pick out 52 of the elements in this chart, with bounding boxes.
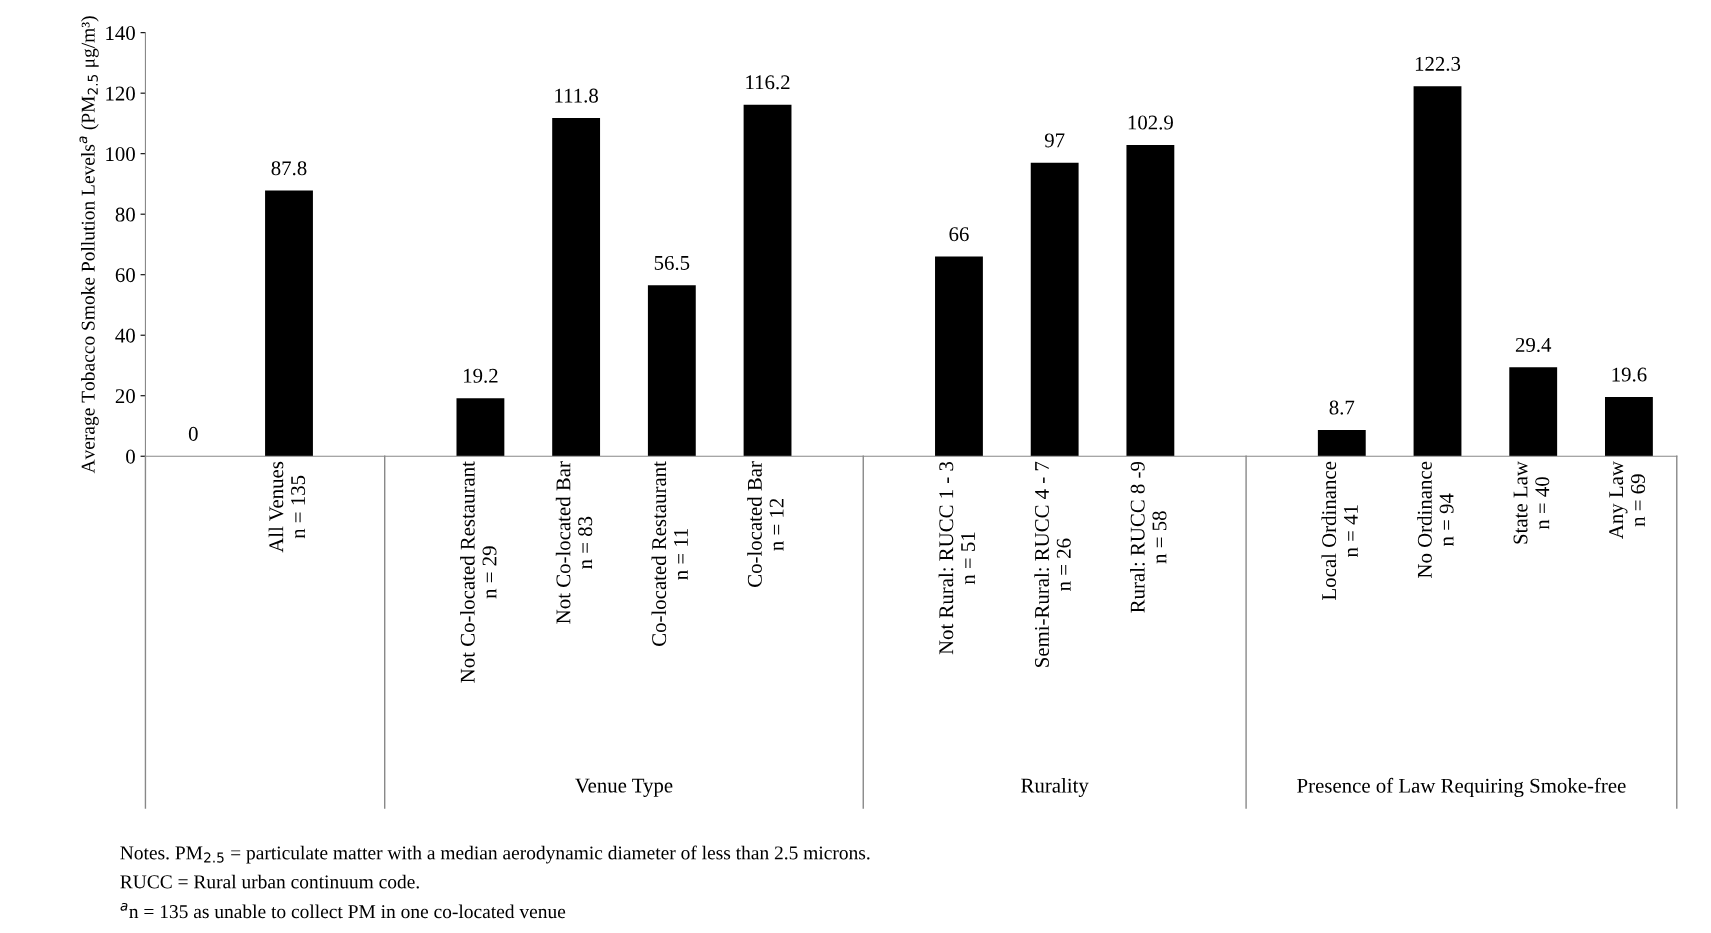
x-tick-label: Rural: RUCC 8 -9 n = 58 bbox=[1130, 461, 1167, 613]
data-label: 8.7 bbox=[1329, 400, 1355, 415]
bar bbox=[456, 398, 505, 457]
y-tick-label: 0 bbox=[126, 449, 135, 464]
text: Notes. PM$_{2.5}$ = particulate matter with a median aerodynamic diameter of less than 2.5 microns. bbox=[120, 845, 870, 864]
y-tick-label: 120 bbox=[106, 86, 135, 101]
text: Presence of Law Requiring Smoke-free bbox=[1297, 777, 1626, 798]
y-axis-title: Average Tobacco Smoke Pollution Levels$^{a}$ (PM$_{2.5}$ μg/m³) bbox=[79, 16, 99, 474]
x-tick-label: Co-located Bar n = 12 bbox=[747, 461, 784, 587]
data-label: 19.6 bbox=[1612, 367, 1647, 382]
x-tick-label: No Ordinance n = 94 bbox=[1417, 461, 1454, 578]
bar bbox=[1413, 86, 1462, 457]
bar bbox=[743, 104, 792, 457]
y-tick-label: 80 bbox=[115, 207, 135, 222]
bar bbox=[1605, 396, 1653, 457]
data-label: 122.3 bbox=[1415, 56, 1461, 71]
data-label: 87.8 bbox=[271, 161, 307, 176]
text: Rurality bbox=[1021, 777, 1089, 797]
bar bbox=[1126, 144, 1175, 457]
x-tick-label: All Venues n = 135 bbox=[268, 461, 306, 553]
x-tick-label: Not Co-located Restaurant n = 29 bbox=[460, 461, 497, 683]
text: RUCC = Rural urban continuum code. bbox=[120, 874, 419, 889]
y-tick-label: 20 bbox=[115, 389, 135, 404]
data-label: 0 bbox=[188, 426, 198, 441]
bar bbox=[265, 190, 313, 457]
x-tick-label: Semi-Rural: RUCC 4 - 7 n = 26 bbox=[1034, 461, 1071, 667]
y-tick-label: 140 bbox=[106, 26, 135, 41]
data-label: 97 bbox=[1044, 133, 1065, 148]
text: $^{a}$n = 135 as unable to collect PM in one co-located venue bbox=[120, 902, 566, 919]
bar bbox=[1509, 367, 1558, 457]
bar bbox=[1317, 429, 1366, 457]
x-tick-label: Not Co-located Bar n = 83 bbox=[555, 461, 593, 624]
x-tick-label: Not Rural: RUCC 1 - 3 n = 51 bbox=[938, 461, 976, 655]
y-tick-label: 40 bbox=[115, 328, 135, 343]
y-tick-label: 60 bbox=[115, 268, 135, 283]
data-label: 29.4 bbox=[1515, 337, 1552, 353]
bar bbox=[647, 285, 696, 457]
data-label: 111.8 bbox=[555, 88, 598, 103]
x-tick-label: Any Law n = 69 bbox=[1609, 461, 1646, 539]
x-tick-label: Co-located Restaurant n = 11 bbox=[651, 461, 688, 646]
data-label: 56.5 bbox=[654, 255, 690, 271]
bar bbox=[1030, 162, 1079, 457]
y-tick-label: 100 bbox=[106, 147, 135, 162]
x-tick-label: State Law n = 40 bbox=[1513, 461, 1550, 544]
data-label: 116.2 bbox=[746, 75, 790, 90]
data-label: 66 bbox=[949, 227, 969, 242]
data-label: 19.2 bbox=[464, 368, 498, 383]
bar bbox=[935, 256, 983, 457]
bar bbox=[552, 117, 601, 457]
data-label: 102.9 bbox=[1128, 115, 1173, 130]
x-tick-label: Local Ordinance n = 41 bbox=[1321, 461, 1358, 600]
text: Venue Type bbox=[575, 778, 673, 797]
